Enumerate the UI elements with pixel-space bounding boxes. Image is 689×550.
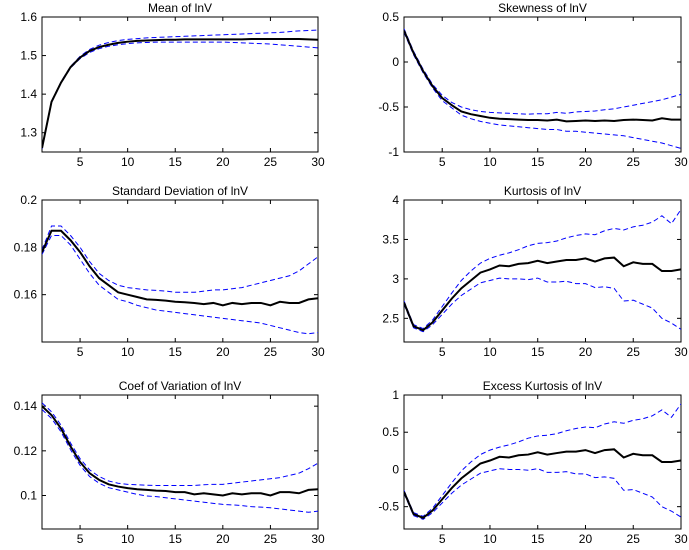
- x-tick-label: 5: [77, 345, 84, 359]
- chart-title-coef-variation: Coef of Variation of lnV: [119, 379, 242, 393]
- y-tick-label: 0.14: [14, 399, 38, 413]
- subplot-mean: Mean of lnV 5 10 15 20 25 30 1.3 1.4 1.5 1.6: [20, 1, 325, 169]
- series-line-band-excess-kurtosis: [404, 403, 681, 517]
- x-tick-label: 15: [169, 155, 183, 169]
- x-tick-label: 15: [169, 345, 183, 359]
- chart-title-skewness: Skewness of lnV: [498, 1, 587, 15]
- series-line-mean-coef-variation: [42, 405, 318, 497]
- x-tick-label: 15: [169, 532, 183, 546]
- x-tick-label: 10: [483, 345, 497, 359]
- x-tick-label: 10: [483, 155, 497, 169]
- y-tick-label: 0.2: [20, 193, 37, 207]
- y-tick-label: 3.5: [382, 232, 399, 246]
- x-tick-label: 20: [579, 345, 593, 359]
- y-tick-label: 0: [392, 462, 399, 476]
- x-tick-label: 25: [264, 532, 278, 546]
- y-tick-label: 0.12: [14, 444, 38, 458]
- axes-box-coef-variation: [41, 394, 319, 530]
- series-line-mean-mean: [42, 37, 318, 149]
- y-tick-label: 0: [392, 55, 399, 69]
- x-tick-label: 5: [439, 155, 446, 169]
- y-tick-label: 1: [392, 388, 399, 402]
- axes-box-kurtosis: [403, 199, 682, 343]
- y-tick-label: 1.6: [20, 10, 37, 24]
- x-tick-label: 10: [121, 532, 135, 546]
- y-tick-label: 2.5: [382, 311, 399, 325]
- x-tick-label: 10: [121, 345, 135, 359]
- series-line-band-coef-variation: [42, 402, 318, 486]
- subplot-excess-kurtosis: Excess Kurtosis of lnV 5 10 15 20 25 30 -0.5 0 0.…: [378, 379, 688, 546]
- x-tick-label: 10: [483, 532, 497, 546]
- y-tick-label: 0.5: [382, 10, 399, 24]
- series-line-mean-std-dev: [42, 229, 318, 307]
- y-tick-label: -1: [388, 145, 399, 159]
- x-tick-label: 15: [531, 345, 545, 359]
- series-line-mean-kurtosis: [404, 256, 681, 332]
- x-tick-label: 25: [627, 155, 641, 169]
- y-tick-label: 4: [392, 193, 399, 207]
- x-tick-label: 10: [121, 155, 135, 169]
- axes-box-skewness: [403, 16, 682, 153]
- x-tick-label: 30: [674, 155, 688, 169]
- chart-title-mean: Mean of lnV: [148, 1, 212, 15]
- y-tick-label: 0.5: [382, 425, 399, 439]
- series-line-band-skewness: [404, 28, 681, 115]
- axes-box-std-dev: [41, 199, 319, 343]
- y-tick-label: -0.5: [378, 100, 399, 114]
- x-tick-label: 20: [579, 532, 593, 546]
- y-tick-label: 0.1: [20, 489, 37, 503]
- x-tick-label: 30: [311, 345, 325, 359]
- x-tick-label: 5: [439, 345, 446, 359]
- x-tick-label: 15: [531, 532, 545, 546]
- series-line-band-std-dev: [42, 235, 318, 335]
- series-line-band-kurtosis: [404, 209, 681, 330]
- x-tick-label: 30: [311, 532, 325, 546]
- axes-box-excess-kurtosis: [403, 394, 682, 530]
- x-tick-label: 5: [77, 532, 84, 546]
- y-tick-label: 1.4: [20, 87, 37, 101]
- y-tick-label: 0.18: [14, 240, 38, 254]
- x-tick-label: 5: [439, 532, 446, 546]
- y-tick-label: 1.5: [20, 49, 37, 63]
- chart-title-excess-kurtosis: Excess Kurtosis of lnV: [483, 379, 602, 393]
- x-tick-label: 30: [311, 155, 325, 169]
- series-line-band-skewness: [404, 32, 681, 149]
- axes-box-mean: [41, 16, 319, 153]
- series-line-band-coef-variation: [42, 409, 318, 513]
- x-tick-label: 20: [216, 345, 230, 359]
- series-line-band-kurtosis: [404, 277, 681, 333]
- y-tick-label: 3: [392, 272, 399, 286]
- series-line-mean-excess-kurtosis: [404, 448, 681, 519]
- x-tick-label: 5: [77, 155, 84, 169]
- x-tick-label: 30: [674, 345, 688, 359]
- x-tick-label: 20: [216, 532, 230, 546]
- series-line-band-excess-kurtosis: [404, 468, 681, 520]
- y-tick-label: 0.16: [14, 288, 38, 302]
- series-line-band-std-dev: [42, 225, 318, 293]
- y-tick-label: -0.5: [378, 500, 399, 514]
- x-tick-label: 20: [579, 155, 593, 169]
- series-line-band-mean: [42, 29, 318, 148]
- x-tick-label: 25: [264, 345, 278, 359]
- chart-title-std-dev: Standard Deviation of lnV: [112, 184, 248, 198]
- subplot-kurtosis: Kurtosis of lnV 5 10 15 20 25 30 2.5 3 3.5 4: [382, 184, 688, 359]
- subplot-skewness: Skewness of lnV 5 10 15 20 25 30 -1 -0.5 0 0.5: [378, 1, 688, 169]
- chart-title-kurtosis: Kurtosis of lnV: [504, 184, 581, 198]
- series-line-band-mean: [42, 41, 318, 150]
- x-tick-label: 25: [627, 532, 641, 546]
- subplot-std-dev: Standard Deviation of lnV 5 10 15 20 25 30 0.16…: [14, 184, 325, 359]
- x-tick-label: 25: [627, 345, 641, 359]
- y-tick-label: 1.3: [20, 126, 37, 140]
- series-line-mean-skewness: [404, 30, 681, 123]
- x-tick-label: 20: [216, 155, 230, 169]
- x-tick-label: 15: [531, 155, 545, 169]
- subplot-coef-variation: Coef of Variation of lnV 5 10 15 20 25 30 0.1 0.…: [14, 379, 325, 546]
- x-tick-label: 30: [674, 532, 688, 546]
- x-tick-label: 25: [264, 155, 278, 169]
